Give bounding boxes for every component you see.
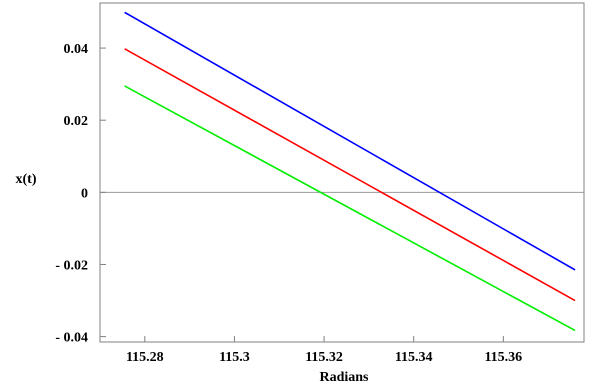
series-line-1: [124, 11, 576, 271]
y-tick-label: 0.02: [64, 114, 89, 129]
x-tick-label: 115.28: [126, 350, 164, 365]
y-tick-label: 0.04: [64, 42, 89, 57]
series-layer: [124, 11, 576, 332]
x-tick-label: 115.36: [484, 350, 522, 365]
x-tick-label: 115.34: [395, 350, 433, 365]
plot-frame: [99, 2, 585, 343]
y-axis-ticks: 0.04 0.02 0 - 0.02 - 0.04: [55, 42, 106, 346]
y-tick-label: - 0.02: [55, 258, 88, 273]
x-tick-label: 115.32: [305, 350, 343, 365]
y-axis-title: x(t): [16, 172, 37, 187]
series-line-3: [124, 85, 576, 332]
y-tick-label: - 0.04: [55, 331, 88, 346]
x-axis-title: Radians: [319, 370, 369, 385]
y-tick-label: 0: [81, 186, 88, 201]
x-tick-label: 115.3: [219, 350, 250, 365]
series-line-2: [124, 48, 576, 302]
x-axis-ticks: 115.28 115.3 115.32 115.34 115.36: [126, 336, 522, 365]
